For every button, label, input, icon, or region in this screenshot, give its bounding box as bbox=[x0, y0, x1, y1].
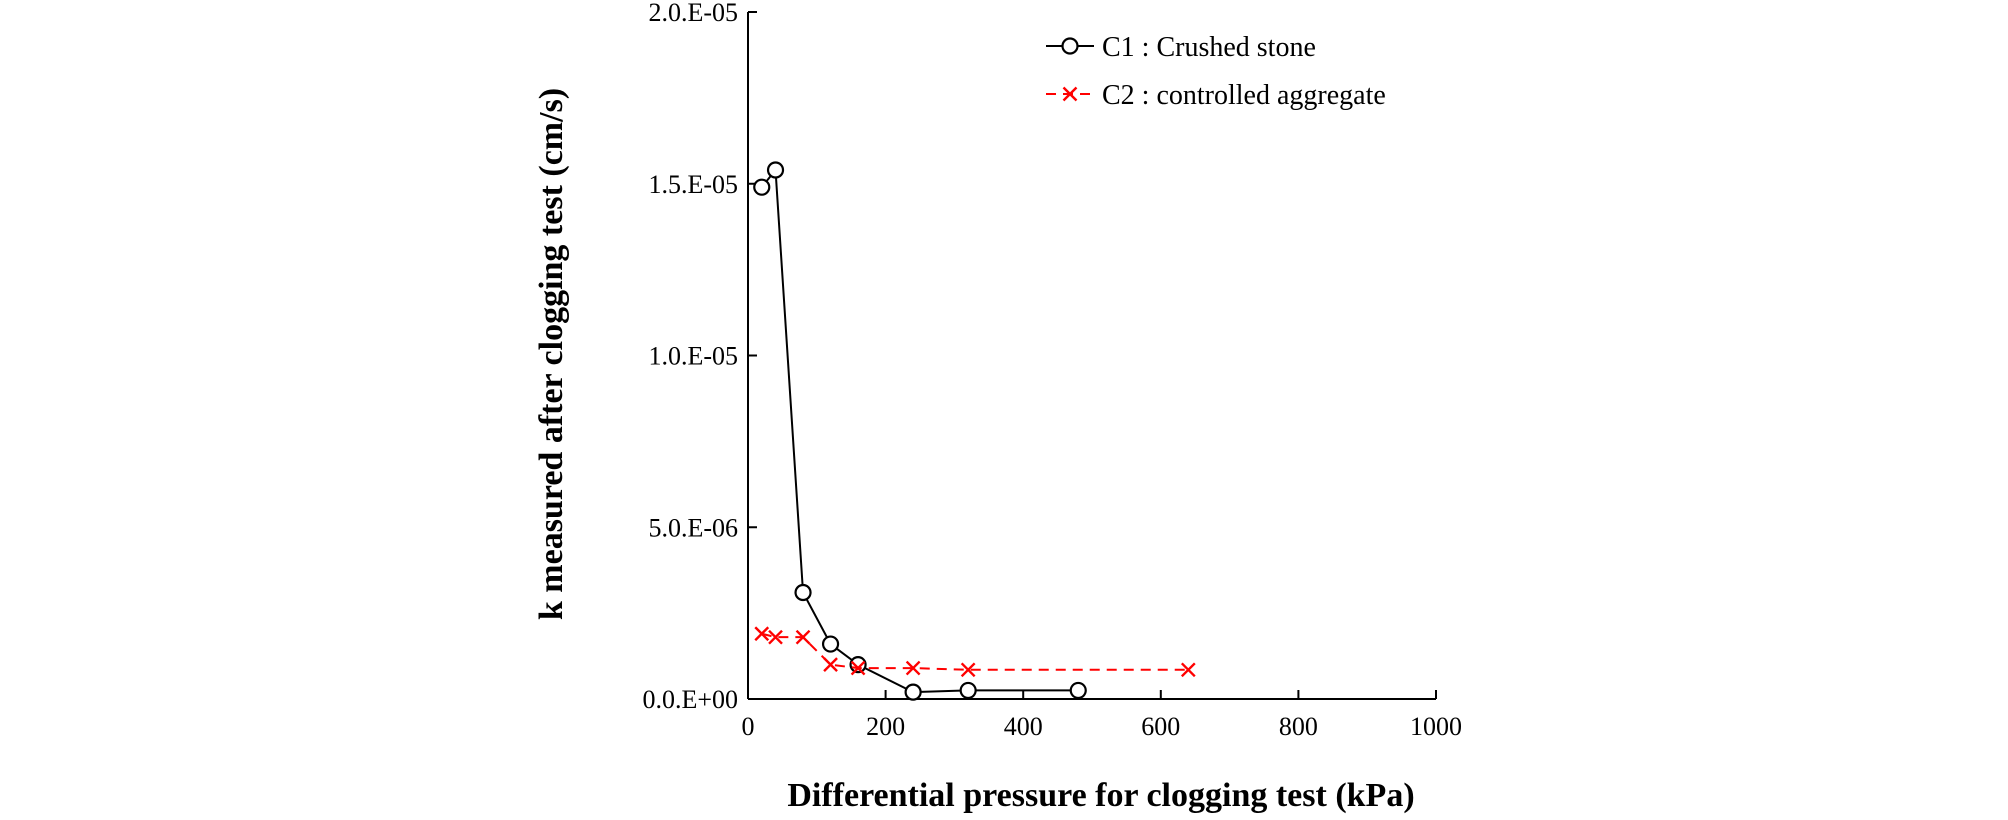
x-tick-label: 1000 bbox=[1410, 712, 1462, 741]
marker-stroke bbox=[823, 657, 838, 672]
marker-stroke bbox=[795, 629, 811, 645]
data-point bbox=[1180, 662, 1196, 678]
y-axis-title: k measured after clogging test (cm/s) bbox=[533, 88, 570, 620]
series-1 bbox=[753, 161, 1087, 701]
legend-label: C1 : Crushed stone bbox=[1102, 32, 1316, 63]
x-tick-label: 800 bbox=[1279, 712, 1318, 741]
data-point bbox=[905, 660, 921, 676]
data-point bbox=[821, 635, 840, 653]
marker-stroke bbox=[768, 629, 783, 645]
legend-label: C2 : controlled aggregate bbox=[1102, 80, 1386, 111]
data-point bbox=[766, 161, 785, 179]
data-point bbox=[795, 629, 811, 645]
data-point bbox=[959, 681, 977, 700]
data-point bbox=[849, 656, 867, 674]
y-tick-label: 1.5.E-05 bbox=[648, 170, 738, 199]
x-axis-title: Differential pressure for clogging test … bbox=[787, 777, 1414, 814]
y-tick-label: 5.0.E-06 bbox=[648, 513, 738, 542]
x-tick-label: 600 bbox=[1141, 712, 1180, 741]
legend-marker bbox=[1062, 86, 1078, 102]
y-tick-label: 2.0.E-05 bbox=[648, 0, 738, 27]
marker-stroke bbox=[1180, 662, 1196, 678]
legend-item-1: C1 : Crushed stone bbox=[1046, 32, 1316, 63]
x-tick-label: 400 bbox=[1004, 712, 1043, 741]
legend-marker bbox=[1061, 37, 1079, 55]
legend: C1 : Crushed stone C2 : controlled aggreg… bbox=[1046, 32, 1386, 111]
x-tick-label: 200 bbox=[866, 712, 905, 741]
legend-item-2: C2 : controlled aggregate bbox=[1046, 80, 1386, 111]
series-line bbox=[760, 167, 1079, 694]
data-point bbox=[850, 660, 866, 676]
marker-stroke bbox=[905, 660, 921, 676]
series-2 bbox=[754, 626, 1196, 678]
marker-stroke bbox=[754, 626, 770, 642]
y-tick-label: 0.0.E+00 bbox=[642, 685, 738, 714]
y-tick-label: 1.0.E-05 bbox=[648, 342, 738, 371]
data-point bbox=[823, 657, 838, 672]
axes-layer: 0 200 400 600 800 1000 0.0.E+00 5.0.E-06 1.0.E-0… bbox=[642, 0, 1462, 741]
marker-stroke bbox=[1062, 86, 1078, 102]
series-layer bbox=[753, 161, 1196, 701]
marker-stroke bbox=[850, 660, 866, 676]
data-point bbox=[768, 629, 783, 645]
data-point bbox=[794, 583, 812, 602]
marker-stroke bbox=[960, 662, 976, 678]
series-line bbox=[761, 632, 1189, 671]
data-point bbox=[904, 683, 922, 701]
data-point bbox=[754, 626, 770, 642]
data-point bbox=[1069, 681, 1087, 700]
x-tick-label: 0 bbox=[742, 712, 755, 741]
data-point bbox=[753, 178, 771, 196]
data-point bbox=[960, 662, 976, 678]
